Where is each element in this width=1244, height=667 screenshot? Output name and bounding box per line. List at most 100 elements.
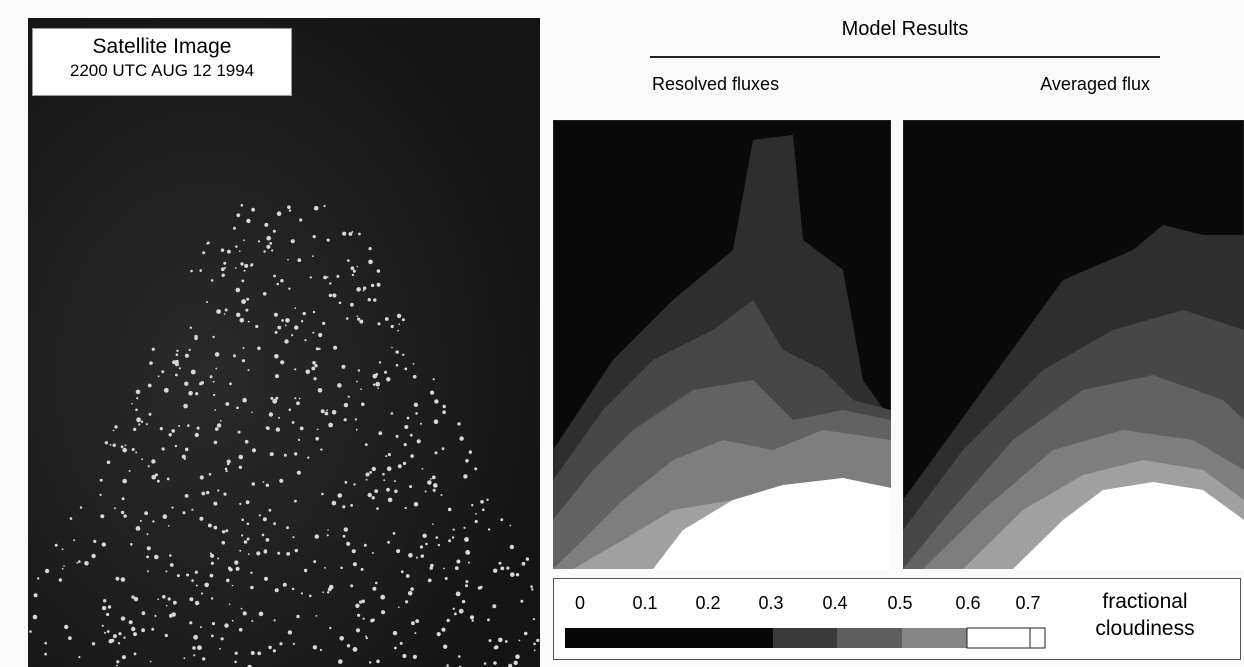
cloud-dot [396,350,399,353]
cloud-dot [123,514,126,517]
cloud-dot [323,205,325,207]
cloud-dot [359,320,363,324]
cloud-dot [136,417,141,422]
cloud-dot [213,394,215,396]
cloud-dot [209,473,212,476]
cloud-dot [122,448,127,453]
cloud-dot [236,213,240,217]
cloud-dot [312,332,314,334]
cloud-dot [383,479,385,481]
cloud-dot [414,502,419,507]
cloud-dot [113,444,116,447]
cloud-dot [355,604,359,608]
cloud-dot [530,585,533,588]
cloud-dot [332,410,337,415]
cloud-dot [465,584,468,587]
cloud-dot [344,418,347,421]
cloud-dot [204,583,209,588]
cloud-dot [241,280,244,283]
cloud-dot [78,656,80,658]
cloud-dot [347,644,350,647]
cloud-dot [250,586,254,590]
cloud-dot [275,397,278,400]
cloud-dot [309,595,312,598]
cloud-dot [316,615,318,617]
cloud-dot [422,468,424,470]
cloud-dot [468,562,470,564]
cloud-dot [375,382,380,387]
cloud-dot [213,381,215,383]
cloud-dot [388,453,391,456]
cloud-dot [211,635,214,638]
cloud-dot [190,327,192,329]
cloud-dot [114,507,116,509]
cloud-dot [286,552,290,556]
cloud-dot [292,536,294,538]
cloud-dot [113,634,117,638]
cloud-dot [534,649,536,651]
cloud-dot [387,466,392,471]
cloud-dot [175,445,177,447]
cloud-dot [266,484,269,487]
colorbar-tick: 0.3 [751,593,791,614]
cloud-dot [363,618,365,620]
cloud-dot [199,517,203,521]
cloud-dot [306,370,311,375]
cloud-dot [480,500,484,504]
cloud-dot [413,363,415,365]
cloud-dot [135,451,137,453]
cloud-dot [225,402,229,406]
cloud-dot [329,294,332,297]
cloud-dot [327,534,329,536]
cloud-dot [201,592,203,594]
cloud-dot [339,636,344,641]
cloud-dot [100,479,103,482]
cloud-dot [465,580,468,583]
cloud-dot [222,274,225,277]
cloud-dot [365,635,367,637]
cloud-dot [364,544,367,547]
cloud-dot [177,574,180,577]
cloud-dot [138,423,140,425]
cloud-dot [436,536,439,539]
cloud-dot [299,218,302,221]
cloud-dot [188,391,193,396]
cloud-dot [385,317,389,321]
cloud-dot [171,507,173,509]
cloud-dot [459,436,463,440]
cloud-dot [345,481,348,484]
cloud-dot [196,585,198,587]
cloud-dot [372,467,376,471]
cloud-dot [366,637,368,639]
cloud-dot [129,620,133,624]
cloud-dot [244,270,246,272]
model-title: Model Results [650,18,1160,41]
cloud-dot [356,315,358,317]
cloud-dot [500,567,504,571]
cloud-dot [438,544,440,546]
cloud-dot [151,459,155,463]
cloud-dot [533,643,536,646]
cloud-dot [427,480,432,485]
cloud-dot [446,664,449,667]
cloud-dot [338,493,343,498]
cloud-dot [320,448,322,450]
cloud-dot [399,323,401,325]
colorbar-tick: 0.6 [948,593,988,614]
cloud-dot [405,600,408,603]
cloud-dot [168,525,170,527]
cloud-dot [220,420,222,422]
cloud-dot [454,613,457,616]
cloud-dot [222,541,226,545]
cloud-dot [263,292,267,296]
cloud-dot [368,260,373,265]
cloud-dot [297,258,301,262]
cloud-dot [80,506,82,508]
cloud-dot [121,577,126,582]
cloud-dot [404,443,407,446]
cloud-dot [240,318,245,323]
cloud-dot [121,511,124,514]
cloud-dot [514,661,518,665]
cloud-dot [298,439,300,441]
cloud-dot [519,640,521,642]
